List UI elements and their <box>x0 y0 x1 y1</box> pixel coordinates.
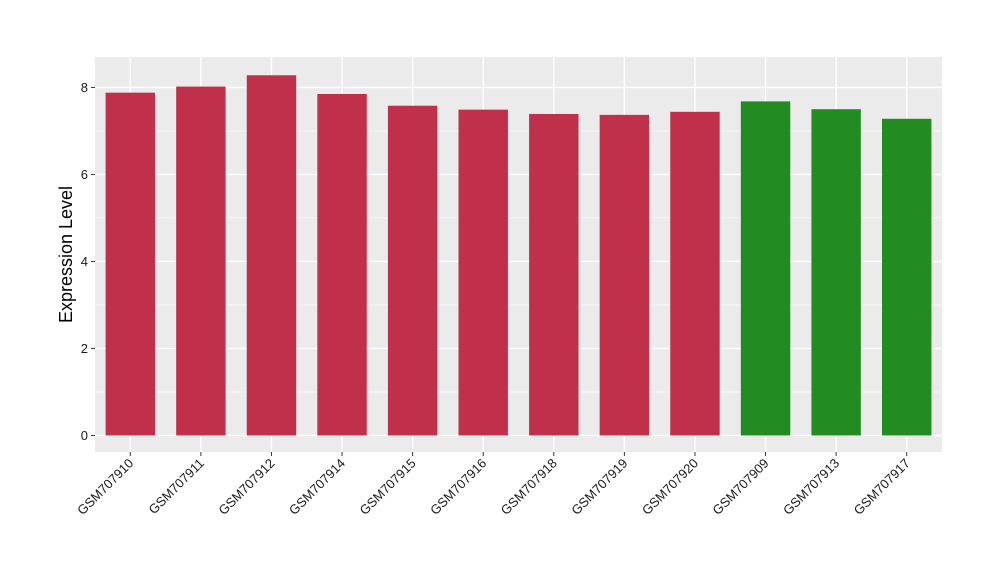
x-tick-label: GSM707920 <box>639 456 701 518</box>
bar-GSM707913 <box>811 109 861 436</box>
y-tick-label: 0 <box>81 428 88 443</box>
y-axis: 0 2 4 6 8 <box>81 80 95 443</box>
minor-gridlines <box>95 130 942 393</box>
x-tick-label: GSM707919 <box>568 456 630 518</box>
bar-GSM707911 <box>176 86 226 436</box>
y-tick-label: 8 <box>81 80 88 95</box>
x-tick-label: GSM707911 <box>145 456 207 518</box>
bar-GSM707917 <box>882 118 932 436</box>
x-tick-label: GSM707910 <box>74 456 136 518</box>
x-tick-label: GSM707916 <box>427 456 489 518</box>
bar-GSM707916 <box>458 109 508 436</box>
bar-GSM707918 <box>529 113 579 436</box>
x-tick-label: GSM707909 <box>709 456 771 518</box>
bar-GSM707909 <box>740 101 791 436</box>
y-tick-label: 4 <box>81 254 88 269</box>
x-tick-label: GSM707913 <box>780 456 842 518</box>
plot-panel <box>95 57 942 452</box>
x-tick-label: GSM707915 <box>357 456 419 518</box>
bar-GSM707910 <box>105 92 155 436</box>
y-axis-title: Expression Level <box>56 186 76 323</box>
x-tick-label: GSM707912 <box>215 456 277 518</box>
bar-GSM707912 <box>246 75 297 436</box>
bar-GSM707919 <box>599 114 650 436</box>
x-axis: GSM707910 GSM707911 GSM707912 GSM707914 GSM7… <box>74 452 913 518</box>
y-tick-label: 6 <box>81 167 88 182</box>
bar-GSM707920 <box>670 111 720 436</box>
bars <box>105 75 932 436</box>
bar-GSM707914 <box>317 93 367 436</box>
bar-GSM707915 <box>387 105 438 436</box>
y-tick-label: 2 <box>81 341 88 356</box>
x-tick-label: GSM707914 <box>286 456 348 518</box>
x-tick-label: GSM707917 <box>851 456 913 518</box>
x-tick-label: GSM707918 <box>498 456 560 518</box>
